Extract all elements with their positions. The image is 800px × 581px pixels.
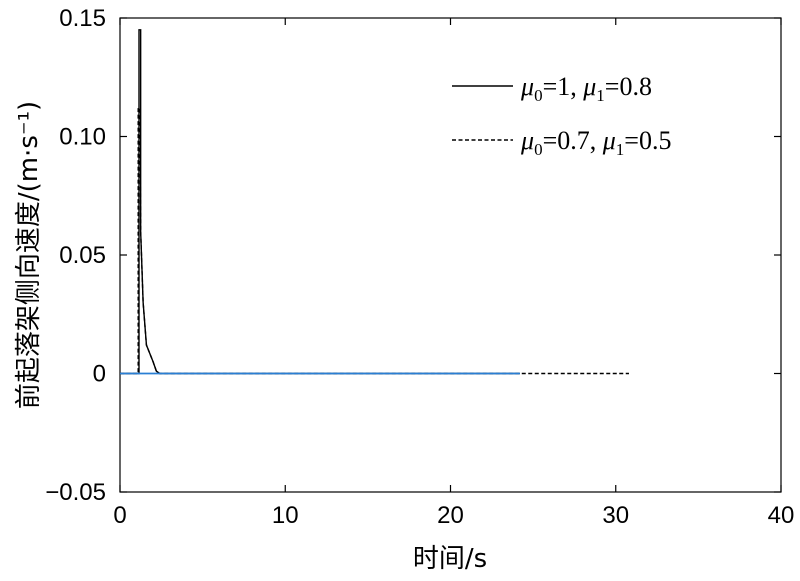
x-tick-label: 20 [437, 502, 464, 529]
plot-area-frame [119, 17, 782, 493]
legend-label-1: μ0=0.7, μ1=0.5 [520, 126, 671, 159]
x-axis-title: 时间/s [413, 544, 487, 574]
series-line-0 [120, 29, 520, 375]
y-axis-title: 前起落架侧向速度/(m·s⁻¹) [14, 101, 44, 409]
y-tick-label: −0.05 [45, 479, 106, 506]
x-tick-label: 30 [602, 502, 629, 529]
y-tick-label: 0.10 [59, 124, 106, 151]
axis-ticks [119, 17, 782, 493]
legend-label-0: μ0=1, μ1=0.8 [520, 72, 652, 105]
legend: μ0=1, μ1=0.8 μ0=0.7, μ1=0.5 [452, 72, 671, 159]
y-tick-label: 0.15 [59, 5, 106, 32]
y-tick-label: 0.05 [59, 242, 106, 269]
series-line-1 [120, 107, 629, 375]
x-tick-label: 0 [113, 502, 126, 529]
tick-labels: 0 10 20 30 40 −0.05 0 0.05 0.10 0.15 [45, 5, 794, 529]
y-tick-label: 0 [93, 361, 106, 388]
series-lines [120, 29, 629, 375]
x-tick-label: 10 [272, 502, 299, 529]
x-tick-label: 40 [768, 502, 795, 529]
